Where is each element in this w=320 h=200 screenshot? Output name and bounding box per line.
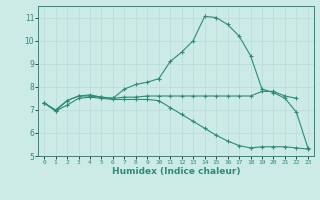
X-axis label: Humidex (Indice chaleur): Humidex (Indice chaleur) — [112, 167, 240, 176]
